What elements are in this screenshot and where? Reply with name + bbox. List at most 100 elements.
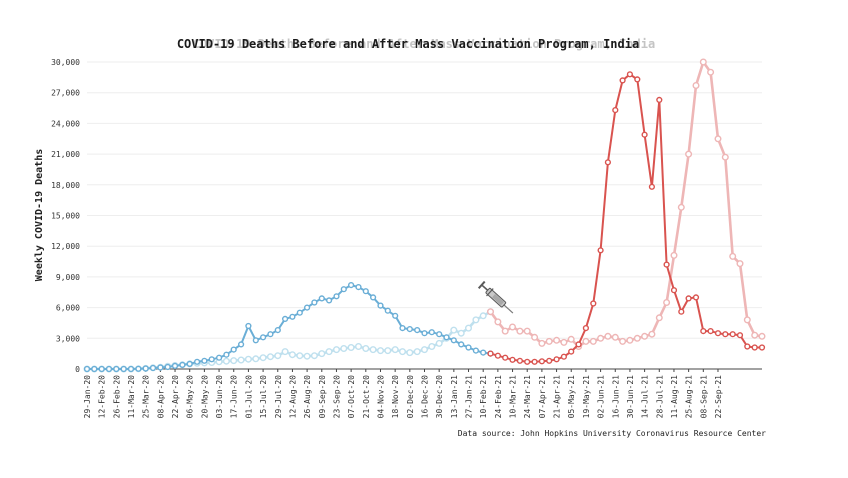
data-point <box>545 337 553 345</box>
y-tick-label: 3,000 <box>56 334 80 343</box>
data-point <box>194 358 201 365</box>
data-point <box>216 354 223 361</box>
data-point <box>648 183 656 190</box>
data-point <box>685 150 693 158</box>
data-point <box>120 365 127 373</box>
data-point <box>223 351 230 358</box>
data-point <box>436 331 443 338</box>
data-point <box>406 349 414 357</box>
x-tick-label: 17-Jun-20 <box>230 375 239 419</box>
data-point <box>282 315 289 323</box>
series-before-vaccination <box>83 282 494 373</box>
data-point <box>707 68 715 76</box>
grid-layer <box>87 61 762 370</box>
x-tick-label: 25-Aug-21 <box>685 375 694 419</box>
data-point <box>274 327 281 334</box>
x-tick-label: 30-Jun-21 <box>626 375 635 419</box>
data-point <box>186 360 193 368</box>
y-tick-label: 30,000 <box>51 58 80 67</box>
x-tick-label: 21-Oct-20 <box>362 375 371 419</box>
data-point <box>399 348 407 356</box>
data-point <box>670 287 678 294</box>
data-point <box>729 252 737 260</box>
y-tick-label: 24,000 <box>51 119 80 128</box>
series-after-vaccination <box>487 71 766 365</box>
data-point <box>685 295 692 302</box>
data-point <box>458 341 465 348</box>
data-point <box>494 318 502 326</box>
x-tick-label: 23-Sep-20 <box>332 375 341 419</box>
data-point <box>516 327 524 335</box>
x-tick-label: 10-Mar-21 <box>509 375 518 419</box>
data-point <box>465 344 472 351</box>
data-point <box>707 328 714 335</box>
data-point <box>611 333 619 341</box>
y-tick-label: 0 <box>75 365 80 374</box>
data-point <box>296 352 304 360</box>
x-tick-label: 20-May-20 <box>200 375 209 419</box>
data-point <box>633 334 641 342</box>
data-point <box>450 337 457 344</box>
data-point <box>303 352 311 360</box>
data-point <box>406 326 413 333</box>
data-point <box>377 302 384 309</box>
data-point <box>142 365 149 372</box>
data-point <box>699 58 707 66</box>
data-point <box>494 352 502 359</box>
data-point <box>318 350 326 358</box>
data-point <box>435 339 443 347</box>
data-point <box>509 356 516 363</box>
data-point <box>245 322 252 330</box>
x-tick-label: 24-Feb-21 <box>494 375 503 419</box>
data-point <box>655 314 663 322</box>
data-point <box>266 353 274 361</box>
data-point <box>568 348 575 355</box>
data-point <box>362 345 370 353</box>
x-tick-label: 18-Nov-20 <box>391 375 400 419</box>
x-tick-label: 10-Feb-21 <box>479 375 488 419</box>
data-point <box>149 364 157 372</box>
data-point <box>590 300 597 307</box>
data-point <box>326 297 333 304</box>
data-point <box>678 308 685 315</box>
data-point <box>589 337 597 345</box>
data-point <box>648 330 656 338</box>
data-point <box>399 325 406 332</box>
data-point <box>560 338 568 346</box>
x-tick-label: 08-Sep-21 <box>699 375 708 419</box>
data-point <box>736 260 744 268</box>
data-point <box>553 356 560 363</box>
data-point <box>355 343 363 351</box>
data-point <box>604 332 612 340</box>
data-point <box>502 354 509 361</box>
x-tick-label: 27-Jan-21 <box>465 375 474 419</box>
x-tick-label: 07-Oct-20 <box>347 375 356 419</box>
data-point <box>369 346 377 354</box>
x-tick-label: 26-Aug-20 <box>303 375 312 419</box>
data-point <box>428 343 436 351</box>
x-tick-label: 15-Jul-20 <box>259 375 268 419</box>
data-point <box>597 247 604 254</box>
data-point <box>509 323 517 331</box>
data-point <box>281 348 289 356</box>
data-point <box>164 363 171 371</box>
data-point <box>670 251 678 259</box>
data-point <box>443 334 450 341</box>
data-point <box>743 316 751 324</box>
data-point <box>310 352 318 360</box>
data-point <box>267 331 274 338</box>
data-point <box>758 332 766 340</box>
data-point <box>370 294 377 301</box>
data-point <box>428 329 435 336</box>
data-point <box>340 286 347 293</box>
data-point <box>413 348 421 356</box>
data-point <box>523 327 531 335</box>
data-point <box>157 364 164 371</box>
data-point <box>421 330 428 337</box>
data-point <box>230 357 238 365</box>
data-point <box>692 81 700 89</box>
x-tick-label: 02-Jun-21 <box>597 375 606 419</box>
x-tick-label: 28-Jul-21 <box>655 375 664 419</box>
data-point <box>288 351 296 359</box>
